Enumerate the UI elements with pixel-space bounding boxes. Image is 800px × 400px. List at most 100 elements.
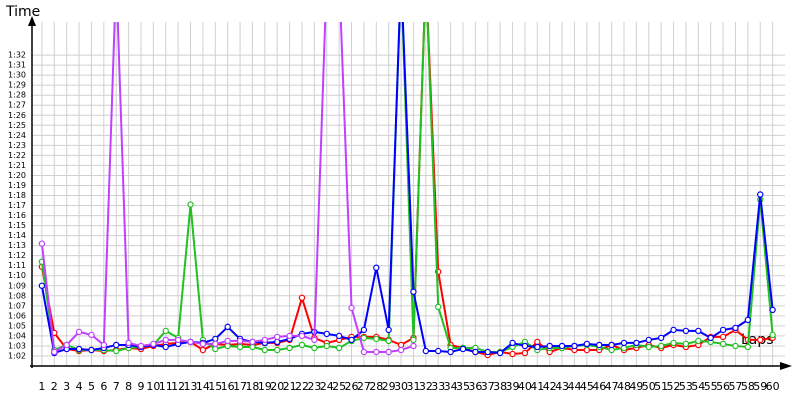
data-point xyxy=(435,303,442,311)
data-point xyxy=(360,348,368,356)
data-point xyxy=(348,336,355,344)
x-tick-label: 35 xyxy=(456,380,470,393)
data-point xyxy=(38,282,46,289)
x-tick-label: 31 xyxy=(406,380,420,393)
y-tick-label: 1:02 xyxy=(8,351,26,360)
data-point xyxy=(571,342,578,350)
y-tick-label: 1:28 xyxy=(8,91,26,100)
plot-area xyxy=(38,22,776,359)
data-point xyxy=(633,339,640,347)
x-tick-label: 48 xyxy=(617,380,631,393)
y-tick-label: 1:05 xyxy=(8,321,26,330)
x-tick-label: 33 xyxy=(431,380,445,393)
data-point xyxy=(732,324,739,332)
data-point xyxy=(757,191,764,198)
data-point xyxy=(534,343,541,351)
y-tick-label: 1:19 xyxy=(8,181,26,190)
x-tick-label: 43 xyxy=(555,380,569,393)
data-point xyxy=(385,337,392,345)
x-tick-label: 7 xyxy=(113,380,120,393)
x-tick-label: 13 xyxy=(184,380,198,393)
x-tick-label: 26 xyxy=(345,380,359,393)
data-point xyxy=(373,335,380,343)
x-tick-label: 41 xyxy=(530,380,544,393)
x-tick-label: 5 xyxy=(88,380,95,393)
data-point xyxy=(335,332,343,340)
x-tick-label: 21 xyxy=(283,380,297,393)
x-tick-label: 4 xyxy=(76,380,83,393)
y-tick-label: 1:09 xyxy=(8,281,26,290)
y-axis-arrow xyxy=(28,16,36,26)
x-tick-label: 3 xyxy=(63,380,70,393)
data-point xyxy=(744,316,752,324)
x-tick-label: 19 xyxy=(258,380,272,393)
x-tick-label: 54 xyxy=(691,380,705,393)
x-tick-label: 46 xyxy=(592,380,606,393)
data-point xyxy=(261,336,269,344)
x-tick-label: 29 xyxy=(382,380,396,393)
data-point xyxy=(199,346,207,354)
data-point xyxy=(274,346,281,354)
data-point xyxy=(521,349,529,357)
data-point xyxy=(75,328,83,336)
x-tick-label: 24 xyxy=(320,380,334,393)
data-point xyxy=(38,240,46,247)
data-point xyxy=(125,339,132,347)
data-point xyxy=(583,340,591,348)
x-tick-label: 14 xyxy=(196,380,210,393)
y-tick-label: 1:29 xyxy=(8,81,26,90)
data-point xyxy=(385,326,392,334)
data-point xyxy=(137,342,145,350)
data-point xyxy=(311,336,318,344)
data-point xyxy=(335,344,343,352)
data-point xyxy=(645,343,652,351)
x-tick-label: 57 xyxy=(728,380,742,393)
x-tick-label: 27 xyxy=(357,380,371,393)
data-point xyxy=(249,338,256,346)
x-tick-label: 50 xyxy=(642,380,656,393)
y-axis-title: Time xyxy=(5,4,40,20)
data-point xyxy=(657,334,665,342)
data-point xyxy=(261,346,269,354)
data-point xyxy=(472,348,479,356)
x-tick-label: 15 xyxy=(208,380,222,393)
data-point xyxy=(286,344,293,352)
data-point xyxy=(75,345,83,353)
data-point xyxy=(397,346,405,354)
data-point xyxy=(113,341,120,349)
x-tick-label: 44 xyxy=(567,380,581,393)
data-point xyxy=(187,338,194,346)
data-point xyxy=(199,340,207,348)
data-point xyxy=(521,342,529,350)
data-point xyxy=(224,323,231,331)
data-point xyxy=(769,306,776,314)
data-point xyxy=(162,327,169,335)
x-tick-label: 23 xyxy=(307,380,321,393)
x-tick-label: 38 xyxy=(493,380,507,393)
data-point xyxy=(298,294,306,302)
x-tick-label: 12 xyxy=(171,380,185,393)
data-point xyxy=(236,343,244,351)
x-tick-label: 17 xyxy=(233,380,247,393)
data-point xyxy=(100,341,108,349)
grid xyxy=(32,22,785,366)
data-point xyxy=(422,347,430,355)
data-point xyxy=(410,336,417,344)
data-point xyxy=(682,327,690,335)
data-point xyxy=(670,326,677,334)
data-point xyxy=(435,347,442,355)
x-tick-label: 25 xyxy=(332,380,346,393)
data-point xyxy=(484,348,491,356)
y-tick-label: 1:23 xyxy=(8,141,26,150)
x-tick-label: 53 xyxy=(679,380,693,393)
data-point xyxy=(695,327,702,335)
data-point xyxy=(298,332,306,340)
data-point xyxy=(695,337,702,345)
x-tick-label: 18 xyxy=(245,380,259,393)
x-tick-label: 22 xyxy=(295,380,309,393)
data-point xyxy=(744,343,752,351)
data-point xyxy=(447,348,454,356)
x-tick-label: 20 xyxy=(270,380,284,393)
y-tick-label: 1:10 xyxy=(8,271,26,280)
x-tick-label: 56 xyxy=(716,380,730,393)
